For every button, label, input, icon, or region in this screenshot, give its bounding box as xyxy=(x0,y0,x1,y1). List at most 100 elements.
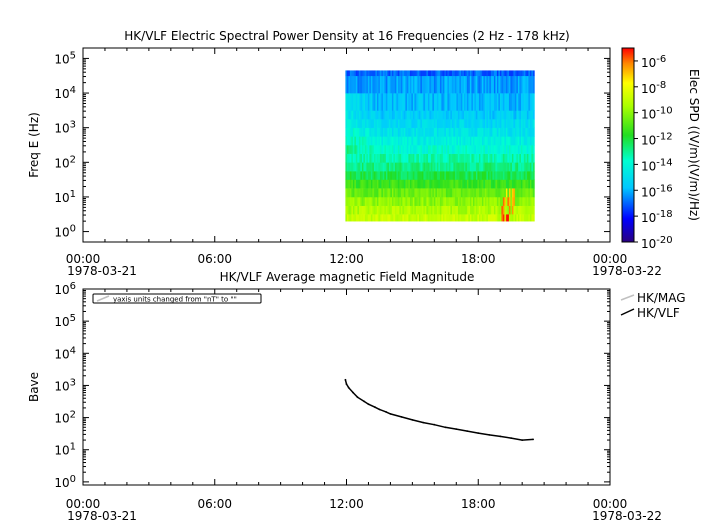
spectrogram-cell xyxy=(517,205,520,215)
spectrogram-cell xyxy=(379,119,382,128)
spectrogram-cell xyxy=(378,110,381,120)
spectrogram-cell xyxy=(492,196,495,206)
spectrogram-cell xyxy=(352,171,355,180)
spectrogram-cell xyxy=(472,196,475,206)
spectrogram-cell xyxy=(457,119,460,128)
spectrogram-cell xyxy=(360,127,363,137)
spectrogram-cell xyxy=(472,179,475,189)
spectrogram-cell xyxy=(498,145,501,154)
spectrogram-cell xyxy=(478,110,481,120)
spectrogram-cell xyxy=(441,70,444,77)
spectrogram-cell xyxy=(531,205,534,215)
spectrogram-cell xyxy=(366,188,369,198)
spectrogram-cell xyxy=(411,188,414,198)
spectrogram-cell xyxy=(520,93,523,111)
spectrogram-cell xyxy=(523,119,526,128)
spectrogram-cell xyxy=(379,171,382,180)
spectrogram-cell xyxy=(487,145,490,154)
spectrogram-cell xyxy=(480,75,483,94)
spectrogram-cell xyxy=(426,205,429,215)
spectrogram-cell xyxy=(444,93,447,111)
colorbar-label: Elec SPD ((V/m)(V/m)/Hz) xyxy=(687,69,701,221)
spectrogram-cell xyxy=(379,110,382,120)
spectrogram-cell xyxy=(406,188,409,198)
spectrogram-cell xyxy=(507,75,510,94)
spectrogram-cell xyxy=(388,70,391,77)
spectrogram-cell xyxy=(442,93,445,111)
spectrogram-cell xyxy=(405,214,408,222)
spectrogram-cell xyxy=(367,188,370,198)
spectrogram-cell xyxy=(486,171,489,180)
spectrogram-cell xyxy=(400,70,403,77)
spectrogram-cell xyxy=(345,75,348,94)
spectrogram-cell xyxy=(385,75,388,94)
spectrogram-cell xyxy=(376,127,379,137)
spectrogram-cell xyxy=(513,136,516,146)
spectrogram-cell xyxy=(385,188,388,198)
spectrogram-cell xyxy=(448,214,451,222)
spectrogram-cell xyxy=(526,145,529,154)
spectrogram-cell xyxy=(516,145,519,154)
spectrogram-cell xyxy=(346,179,349,189)
spectrogram-cell xyxy=(456,127,459,137)
spectrogram-cell xyxy=(486,153,489,163)
spectrogram-cell xyxy=(501,162,504,172)
spectrogram-cell xyxy=(505,145,508,154)
spectrogram-cell xyxy=(507,93,510,111)
spectrogram-cell xyxy=(475,145,478,154)
spectrogram-cell xyxy=(447,136,450,146)
spectrogram-cell xyxy=(427,75,430,94)
spectrogram-cell xyxy=(433,110,436,120)
spectrogram-cell xyxy=(492,145,495,154)
spectrogram-cell xyxy=(372,162,375,172)
spectrogram-cell xyxy=(346,205,349,215)
spectrogram-cell xyxy=(432,196,435,206)
spectrogram-cell xyxy=(478,205,481,215)
spectrogram-cell xyxy=(409,70,412,77)
spectrogram-cell xyxy=(441,179,444,189)
spectrogram-cell xyxy=(352,196,355,206)
spectrogram-cell xyxy=(471,196,474,206)
spectrogram-cell xyxy=(516,70,519,77)
spectrogram-cell xyxy=(486,214,489,222)
spectrogram-cell xyxy=(493,179,496,189)
series-point xyxy=(444,426,447,429)
spectrogram-cell xyxy=(402,179,405,189)
spectrogram-cell xyxy=(387,153,390,163)
spectrogram-cell xyxy=(346,196,349,206)
spectrogram-cell xyxy=(516,93,519,111)
spectrogram-cell xyxy=(430,162,433,172)
spectrogram-cell xyxy=(498,75,501,94)
spectrogram-cell xyxy=(462,188,465,198)
spectrogram-cell xyxy=(409,162,412,172)
spectrogram-cell xyxy=(345,127,348,137)
spectrogram-cell xyxy=(375,93,378,111)
spectrogram-cell xyxy=(465,93,468,111)
spectrogram-cell xyxy=(384,179,387,189)
spectrogram-cell xyxy=(393,205,396,215)
spectrogram-cell xyxy=(447,75,450,94)
spectrogram-cell xyxy=(466,75,469,94)
spectrogram-cell xyxy=(360,205,363,215)
spectrogram-cell xyxy=(376,110,379,120)
spectrogram-cell xyxy=(526,196,529,206)
spectrogram-cell xyxy=(481,70,484,77)
spectrogram-cell xyxy=(363,75,366,94)
spectrogram-cell xyxy=(442,110,445,120)
spectrogram-cell xyxy=(367,70,370,77)
spectrogram-cell xyxy=(348,145,351,154)
spectrogram-cell xyxy=(469,70,472,77)
series-point xyxy=(400,416,403,418)
spectrogram-cell xyxy=(408,70,411,77)
spectrogram-cell xyxy=(454,136,457,146)
spectrogram-cell xyxy=(355,153,358,163)
spectrogram-cell xyxy=(522,179,525,189)
spectrogram-cell xyxy=(480,205,483,215)
spectrogram-x-ticks: 00:00 06:00 12:00 18:00 00:00 xyxy=(66,48,627,266)
spectrogram-cell xyxy=(475,188,478,198)
spectrogram-cell xyxy=(426,127,429,137)
spectrogram-cell xyxy=(478,127,481,137)
spectrogram-cell xyxy=(349,75,352,94)
spectrogram-cell xyxy=(394,188,397,198)
spectrogram-cell xyxy=(390,110,393,120)
